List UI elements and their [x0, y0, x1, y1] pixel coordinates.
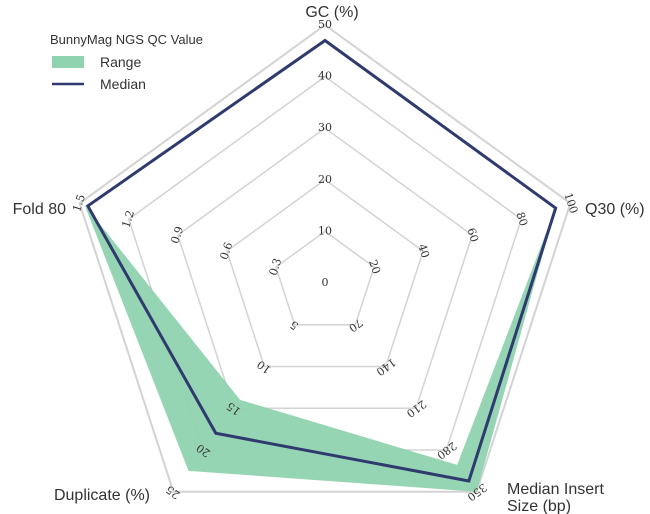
median-layer — [85, 38, 558, 483]
axis-label: Duplicate (%) — [54, 487, 150, 504]
tick-label: 80 — [513, 210, 530, 227]
grid-ring — [225, 178, 425, 368]
tick-label: 0.9 — [168, 225, 186, 246]
tick-label: 70 — [346, 316, 365, 335]
range-layer — [84, 40, 556, 492]
tick-label: 30 — [318, 121, 332, 134]
tick-label: 10 — [318, 224, 332, 237]
legend-label-median: Median — [100, 76, 146, 92]
tick-label: 0.3 — [267, 257, 285, 278]
median-line — [85, 38, 558, 483]
tick-label: 280 — [434, 439, 459, 462]
grid-ring — [78, 23, 572, 493]
tick-label: 0.6 — [217, 241, 235, 262]
tick-label: 140 — [374, 355, 399, 378]
grid-layer — [78, 23, 572, 493]
tick-label: 20 — [366, 258, 383, 275]
legend-label-range: Range — [100, 54, 141, 70]
grid-ring — [275, 230, 375, 326]
tick-label: 1.2 — [119, 209, 137, 230]
tick-label: 50 — [318, 18, 332, 31]
legend-title: BunnyMag NGS QC Value — [50, 32, 203, 47]
axis-label: Median Insert — [507, 481, 604, 498]
tick-label: 40 — [415, 242, 432, 259]
axis-label: Size (bp) — [507, 498, 571, 514]
tick-label: 100 — [561, 191, 580, 215]
center-label: 0 — [322, 276, 329, 289]
grid-ring — [176, 127, 474, 409]
tick-label: 60 — [464, 226, 481, 243]
tick-label: 10 — [255, 358, 274, 377]
legend: BunnyMag NGS QC Value Range Median — [50, 32, 203, 92]
tick-label: 40 — [318, 70, 332, 83]
range-band — [84, 40, 556, 492]
tick-label: 1.5 — [70, 193, 88, 214]
legend-swatch-range — [52, 56, 84, 68]
tick-label: 5 — [288, 318, 301, 333]
axis-label: Q30 (%) — [585, 201, 645, 218]
tick-label: 25 — [164, 483, 183, 502]
axis-label: Fold 80 — [13, 201, 66, 218]
tick-label: 210 — [404, 397, 429, 420]
axis-label: GC (%) — [305, 4, 358, 21]
tick-label: 20 — [318, 173, 332, 186]
